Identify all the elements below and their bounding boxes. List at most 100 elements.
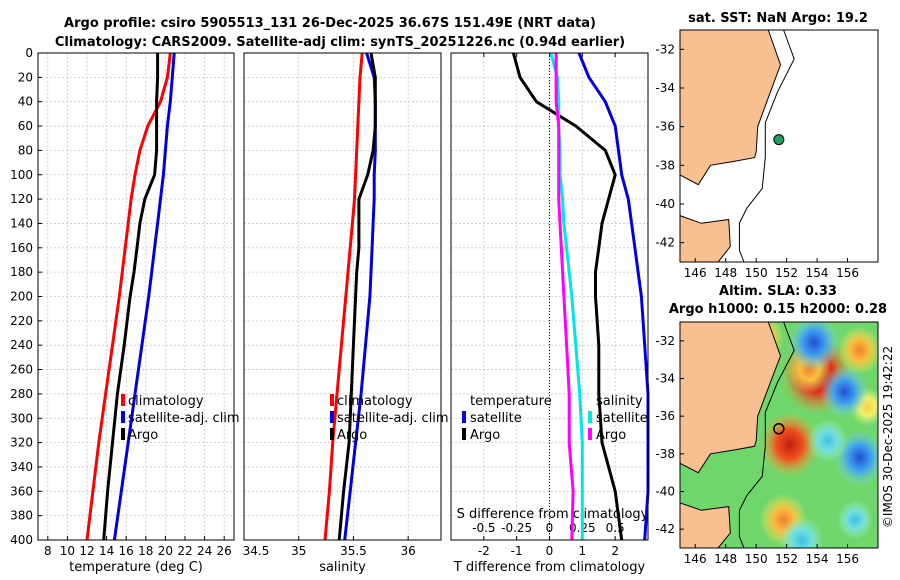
ytick-label: -32 bbox=[655, 334, 675, 348]
legend-entry: Argo bbox=[128, 428, 158, 443]
xtick-label: 20 bbox=[158, 544, 173, 558]
xtick-label: 26 bbox=[217, 544, 232, 558]
xtick-label: 152 bbox=[775, 266, 798, 280]
legend-entry: satellite bbox=[470, 411, 522, 426]
legend-swatch bbox=[330, 394, 334, 406]
xtick-label: -1 bbox=[511, 544, 523, 558]
ytick-label: 360 bbox=[10, 484, 33, 498]
legend-swatch bbox=[330, 428, 334, 440]
xtick-label: 10 bbox=[60, 544, 75, 558]
legend-entry: climatology bbox=[337, 394, 413, 409]
xtick-label: 0 bbox=[546, 544, 554, 558]
ytick-label: 300 bbox=[10, 411, 33, 425]
argo-line bbox=[102, 53, 160, 541]
figure-title-line1: Argo profile: csiro 5905513_131 26-Dec-2… bbox=[64, 16, 596, 31]
ytick-label: 320 bbox=[10, 436, 33, 450]
xtick-label: 12 bbox=[79, 544, 94, 558]
xtick-label: 148 bbox=[714, 266, 737, 280]
legend-swatch bbox=[588, 428, 592, 440]
xtick-label: 154 bbox=[806, 552, 829, 566]
legend-entry: satellite-adj. clim bbox=[337, 411, 449, 426]
legend-swatch bbox=[588, 411, 592, 423]
sal-argo-diff-line bbox=[554, 53, 575, 541]
sla-land-tasmania bbox=[680, 502, 731, 548]
s-xtick-label: -0.25 bbox=[501, 521, 532, 535]
ytick-label: -36 bbox=[655, 409, 675, 423]
legend-entry: climatology bbox=[128, 394, 204, 409]
float-marker bbox=[773, 423, 785, 435]
xtick-label: 35 bbox=[291, 544, 306, 558]
xtick-label: 35.5 bbox=[340, 544, 367, 558]
xtick-label: 156 bbox=[836, 266, 859, 280]
xtick-label: 152 bbox=[775, 552, 798, 566]
ytick-label: 40 bbox=[18, 95, 33, 109]
sla-field bbox=[680, 322, 878, 548]
legend-entry: Argo bbox=[337, 428, 367, 443]
map-frame bbox=[679, 321, 879, 549]
xtick-label: 146 bbox=[684, 552, 707, 566]
s-xtick-label: 0 bbox=[546, 521, 554, 535]
ytick-label: -38 bbox=[655, 158, 675, 172]
sla-anomaly-blob bbox=[788, 322, 841, 372]
sla-map-title-line1: Altim. SLA: 0.33 bbox=[719, 284, 837, 299]
satellite-clim-line bbox=[112, 52, 176, 541]
xtick-label: 14 bbox=[99, 544, 114, 558]
difference-panel: -2 -1 0 1 2-0.5 -0.25 0 0.25 0.5S difference fro… bbox=[450, 52, 650, 575]
shelf-contour bbox=[738, 29, 795, 263]
xtick-label: 146 bbox=[684, 266, 707, 280]
ytick-label: 60 bbox=[18, 119, 33, 133]
shelf-contour bbox=[738, 322, 795, 548]
figure-title-line2: Climatology: CARS2009. Satellite-adj cli… bbox=[55, 35, 625, 50]
float-marker bbox=[773, 134, 785, 146]
ytick-label: 400 bbox=[10, 533, 33, 547]
ytick-label: 340 bbox=[10, 460, 33, 474]
ytick-label: 220 bbox=[10, 314, 33, 328]
sst-map-title: sat. SST: NaN Argo: 19.2 bbox=[688, 11, 868, 26]
ytick-label: 260 bbox=[10, 363, 33, 377]
xtick-label: 150 bbox=[745, 266, 768, 280]
legend-swatch bbox=[330, 411, 334, 423]
sla-anomaly-blob bbox=[837, 499, 874, 540]
ytick-label: 240 bbox=[10, 338, 33, 352]
ytick-label: 280 bbox=[10, 387, 33, 401]
ytick-label: 200 bbox=[10, 290, 33, 304]
sla-map-title-line2: Argo h1000: 0.15 h2000: 0.28 bbox=[669, 302, 887, 317]
ytick-label: 0 bbox=[25, 46, 33, 60]
ytick-label: 20 bbox=[18, 70, 33, 84]
ytick-label: -40 bbox=[655, 197, 675, 211]
ytick-label: 160 bbox=[10, 241, 33, 255]
argo-line bbox=[337, 52, 377, 541]
sla-map: 146 148 150 152 154 156 -32 -34 -36 -38 -40 -42 bbox=[655, 321, 879, 566]
sla-anomaly-blob bbox=[837, 326, 878, 375]
sst-map: 146 148 150 152 154 156 -32 -34 -36 -38 -40 -42 bbox=[655, 29, 879, 280]
s-axis-label: S difference from climatology bbox=[457, 507, 649, 522]
temperature-panel: 0 20 40 60 80 100 120 140 160 180 200 220 240 260 280 3… bbox=[10, 46, 240, 575]
axes-frame bbox=[243, 52, 442, 541]
xtick-label: 1 bbox=[579, 544, 587, 558]
ytick-label: -32 bbox=[655, 42, 675, 56]
ytick-label: -38 bbox=[655, 447, 675, 461]
ytick-label: -36 bbox=[655, 120, 675, 134]
ytick-label: 120 bbox=[10, 192, 33, 206]
sla-land-mainland bbox=[680, 322, 782, 474]
ytick-label: -34 bbox=[655, 372, 675, 386]
legend-entry: satellite bbox=[596, 411, 648, 426]
ytick-label: -40 bbox=[655, 485, 675, 499]
ytick-label: -34 bbox=[655, 81, 675, 95]
sla-anomaly-blob bbox=[820, 365, 869, 419]
xtick-label: -2 bbox=[478, 544, 490, 558]
ytick-label: 180 bbox=[10, 265, 33, 279]
temp-satellite-diff-line bbox=[577, 52, 650, 541]
climatology-line bbox=[85, 52, 172, 541]
xtick-label: 148 bbox=[714, 552, 737, 566]
salinity-panel: 34.5 35 35.5 36 salinity climatology satellite… bbox=[243, 52, 449, 575]
legend-swatch bbox=[121, 428, 125, 440]
xtick-label: 154 bbox=[806, 266, 829, 280]
legend-swatch bbox=[121, 411, 125, 423]
ytick-label: -42 bbox=[655, 236, 675, 250]
x-axis-label: T difference from climatology bbox=[453, 560, 646, 575]
ytick-label: 80 bbox=[18, 143, 33, 157]
legend-swatch bbox=[462, 428, 466, 440]
ytick-label: 380 bbox=[10, 509, 33, 523]
